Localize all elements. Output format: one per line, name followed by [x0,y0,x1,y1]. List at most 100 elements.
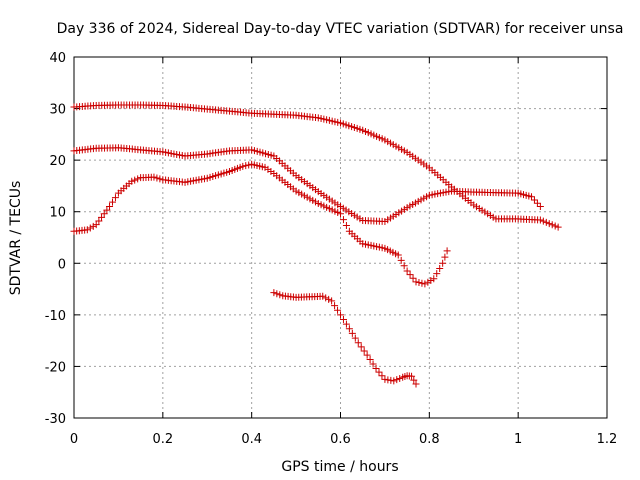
data-point [536,203,544,211]
data-point [394,251,402,259]
data-point [342,221,350,229]
data-point [396,374,404,382]
data-point [348,329,356,337]
data-point [273,290,281,298]
data-points [70,101,562,388]
data-point [436,264,444,272]
data-point [328,297,336,305]
data-point [533,199,541,207]
data-point [409,274,417,282]
data-point [536,216,544,224]
data-point [406,271,414,279]
data-point [418,279,426,287]
x-tick-label: 0 [70,432,78,447]
series-arc-2 [70,144,544,226]
data-point [410,376,418,384]
data-point [339,315,347,323]
data-point [131,176,139,184]
y-tick-label: 20 [49,154,66,169]
y-tick-label: 10 [49,206,66,221]
data-point [150,173,158,181]
data-point [89,222,97,230]
data-point [83,226,91,234]
axis-ticks: 0 0.2 0.4 0.6 0.8 1 1.2 -30 -20 -10 0 10 20 30 40 [45,51,618,447]
x-tick-label: 0.6 [330,432,351,447]
data-point [134,175,142,183]
data-point [103,206,111,214]
data-point [542,218,550,226]
data-point [400,262,408,270]
series-arc-1 [70,101,562,231]
data-point [276,291,284,299]
data-point [393,376,401,384]
data-point [334,306,342,314]
data-point [239,162,247,170]
y-tick-label: -20 [45,360,66,375]
data-point [108,198,116,206]
y-tick-label: 30 [49,103,66,118]
data-point [554,223,562,231]
data-point [527,193,535,201]
y-tick-label: 40 [49,51,66,66]
data-point [421,280,429,288]
data-point [366,356,374,364]
data-point [443,247,451,255]
data-point [100,210,108,218]
data-point [369,360,377,368]
y-axis-label: SDTVAR / TECUs [8,181,24,296]
data-point [86,224,94,232]
x-tick-label: 0.4 [241,432,262,447]
data-point [408,372,416,380]
data-point [322,294,330,302]
data-point [433,270,441,278]
data-point [337,210,344,218]
data-point [357,343,365,351]
data-point [342,320,350,328]
data-point [339,216,347,224]
grid [74,57,607,418]
data-point [98,213,106,221]
data-point [128,177,136,185]
data-point [403,267,411,275]
data-point [390,377,398,385]
data-point [441,253,449,261]
data-point [375,368,383,376]
series-arc-3 [70,160,451,288]
data-point [363,351,371,359]
data-point [372,364,380,372]
y-tick-label: 0 [58,257,66,272]
data-point [381,375,389,383]
data-point [360,347,368,355]
x-tick-label: 0.2 [152,432,173,447]
data-point [351,334,359,342]
data-point [106,203,114,211]
data-point [430,275,438,283]
data-point [539,217,547,225]
data-point [345,325,353,333]
data-point [111,194,119,202]
data-point [427,276,435,284]
x-tick-label: 1 [514,432,522,447]
data-point [242,162,250,170]
data-point [397,256,405,264]
y-tick-label: -30 [45,412,66,427]
data-point [384,376,392,384]
data-point [92,221,100,229]
y-tick-label: -10 [45,309,66,324]
data-point [331,302,339,310]
data-point [415,279,423,287]
chart-title: Day 336 of 2024, Sidereal Day-to-day VTE… [57,21,624,37]
data-point [337,311,344,319]
data-point [378,372,386,380]
data-point [548,221,556,229]
data-point [354,339,362,347]
data-point [95,217,103,225]
x-tick-label: 1.2 [597,432,618,447]
data-point [530,196,538,204]
data-point [551,222,559,230]
series-arc-4 [270,289,420,388]
data-point [424,278,432,286]
data-point [439,259,447,267]
